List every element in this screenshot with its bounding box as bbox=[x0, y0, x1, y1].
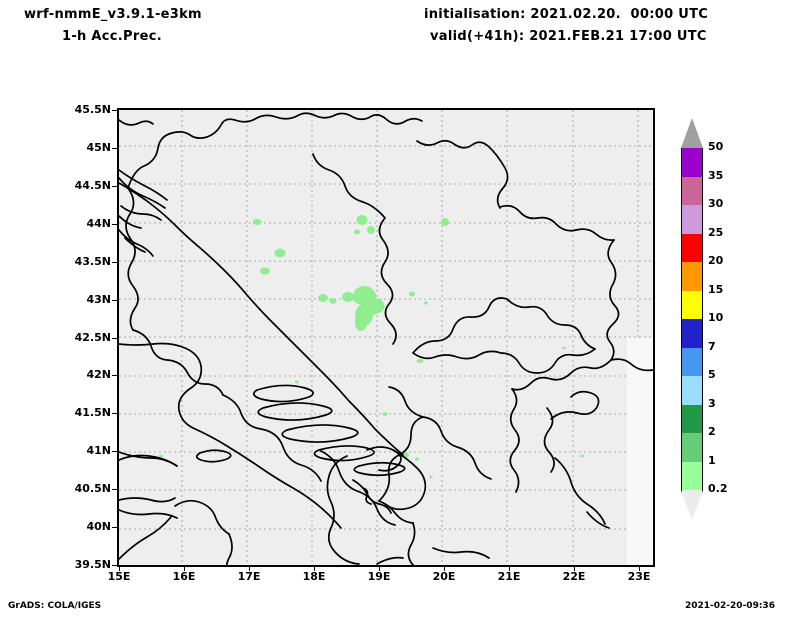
x-axis-tick-mark bbox=[314, 566, 315, 571]
model-name-label: wrf-nmmE_v3.9.1-e3km bbox=[24, 7, 202, 22]
map-graphic bbox=[117, 108, 655, 567]
y-axis-tick-label: 43.5N bbox=[74, 254, 111, 268]
colorbar-tick-label: 25 bbox=[708, 225, 724, 239]
x-axis-tick-label: 17E bbox=[237, 570, 261, 583]
y-axis-tick-mark bbox=[112, 223, 117, 225]
x-axis-tick-label: 21E bbox=[497, 570, 521, 583]
precipitation-colorbar[interactable] bbox=[681, 118, 703, 558]
coastline-and-borders bbox=[119, 112, 653, 565]
colorbar-tick-label: 10 bbox=[708, 311, 724, 324]
grads-credit-label: GrADS: COLA/IGES bbox=[8, 601, 102, 611]
map-plot-area bbox=[117, 108, 655, 567]
colorbar-tick-label: 35 bbox=[708, 168, 724, 182]
colorbar-band[interactable] bbox=[681, 347, 703, 376]
colorbar-tick-label: 20 bbox=[708, 254, 724, 267]
y-axis-tick-label: 42.5N bbox=[74, 330, 111, 344]
colorbar-tick-label: 2 bbox=[708, 425, 716, 438]
x-axis-tick-mark bbox=[574, 566, 575, 571]
y-axis-tick-mark bbox=[112, 110, 117, 111]
y-axis-tick-mark bbox=[112, 375, 117, 377]
aegean-sea-area bbox=[627, 338, 653, 565]
y-axis-tick-label: 45.5N bbox=[74, 103, 111, 116]
y-axis-tick-label: 39.5N bbox=[74, 558, 111, 571]
y-axis-tick-mark bbox=[112, 185, 117, 187]
colorbar-tick-label: 7 bbox=[708, 339, 716, 353]
plot-timestamp-label: 2021-02-20-09:36 bbox=[685, 601, 775, 611]
x-axis-tick-label: 20E bbox=[432, 570, 456, 583]
x-axis-tick-mark bbox=[119, 566, 120, 571]
valid-time-label: valid(+41h): 2021.FEB.21 17:00 UTC bbox=[430, 29, 707, 44]
y-axis-tick-label: 43N bbox=[86, 292, 111, 306]
x-axis-tick-label: 19E bbox=[367, 570, 391, 583]
x-axis-tick-label: 23E bbox=[627, 570, 651, 583]
y-axis-tick-label: 41.5N bbox=[74, 406, 111, 420]
colorbar-band[interactable] bbox=[681, 290, 703, 319]
x-axis-tick-label: 18E bbox=[302, 570, 326, 583]
map-frame-border bbox=[117, 108, 655, 567]
field-name-label: 1-h Acc.Prec. bbox=[62, 29, 162, 44]
y-axis-tick-mark bbox=[112, 261, 117, 263]
y-axis-tick-label: 40N bbox=[86, 520, 111, 534]
colorbar-tick-label: 30 bbox=[708, 197, 724, 210]
y-axis-tick-mark bbox=[112, 489, 117, 491]
colorbar-tick-label: 0.2 bbox=[708, 482, 728, 495]
colorbar-band[interactable] bbox=[681, 461, 703, 490]
y-axis-tick-label: 45N bbox=[86, 140, 111, 154]
colorbar-band[interactable] bbox=[681, 319, 703, 348]
x-axis-tick-label: 22E bbox=[562, 570, 586, 583]
colorbar-tick-label: 3 bbox=[708, 396, 716, 410]
x-axis-tick-mark bbox=[184, 566, 185, 571]
y-axis-tick-mark bbox=[112, 337, 117, 339]
y-axis-tick-mark bbox=[112, 147, 117, 149]
y-axis-tick-mark bbox=[112, 451, 117, 453]
colorbar-band[interactable] bbox=[681, 205, 703, 234]
colorbar-band[interactable] bbox=[681, 148, 703, 177]
colorbar-band[interactable] bbox=[681, 233, 703, 262]
colorbar-band[interactable] bbox=[681, 176, 703, 205]
colorbar-tick-label: 15 bbox=[708, 282, 724, 296]
x-axis-tick-label: 15E bbox=[107, 570, 131, 583]
y-axis-tick-mark bbox=[112, 299, 117, 301]
x-axis-tick-mark bbox=[639, 566, 640, 571]
colorbar-under-range-arrow bbox=[681, 490, 703, 520]
x-axis-tick-mark bbox=[509, 566, 510, 571]
x-axis-tick-mark bbox=[249, 566, 250, 571]
x-axis-tick-mark bbox=[444, 566, 445, 571]
colorbar-over-range-arrow bbox=[681, 118, 703, 148]
y-axis-tick-label: 42N bbox=[86, 368, 111, 382]
x-axis-tick-mark bbox=[379, 566, 380, 571]
y-axis-tick-label: 40.5N bbox=[74, 482, 111, 496]
colorbar-tick-label: 50 bbox=[708, 140, 724, 153]
x-axis-tick-label: 16E bbox=[172, 570, 196, 583]
y-axis-tick-label: 44N bbox=[86, 216, 111, 230]
y-axis-tick-mark bbox=[112, 527, 117, 529]
colorbar-band[interactable] bbox=[681, 404, 703, 433]
colorbar-band[interactable] bbox=[681, 376, 703, 405]
y-axis-tick-mark bbox=[112, 565, 117, 566]
y-axis-tick-label: 41N bbox=[86, 444, 111, 458]
y-axis-tick-mark bbox=[112, 413, 117, 415]
map-gridlines bbox=[119, 110, 653, 565]
colorbar-tick-label: 1 bbox=[708, 453, 716, 467]
colorbar-band[interactable] bbox=[681, 433, 703, 462]
y-axis-tick-label: 44.5N bbox=[74, 178, 111, 192]
colorbar-tick-label: 5 bbox=[708, 368, 716, 381]
initialisation-time-label: initialisation: 2021.02.20. 00:00 UTC bbox=[424, 7, 709, 22]
precipitation-field bbox=[159, 215, 584, 479]
colorbar-band[interactable] bbox=[681, 262, 703, 291]
